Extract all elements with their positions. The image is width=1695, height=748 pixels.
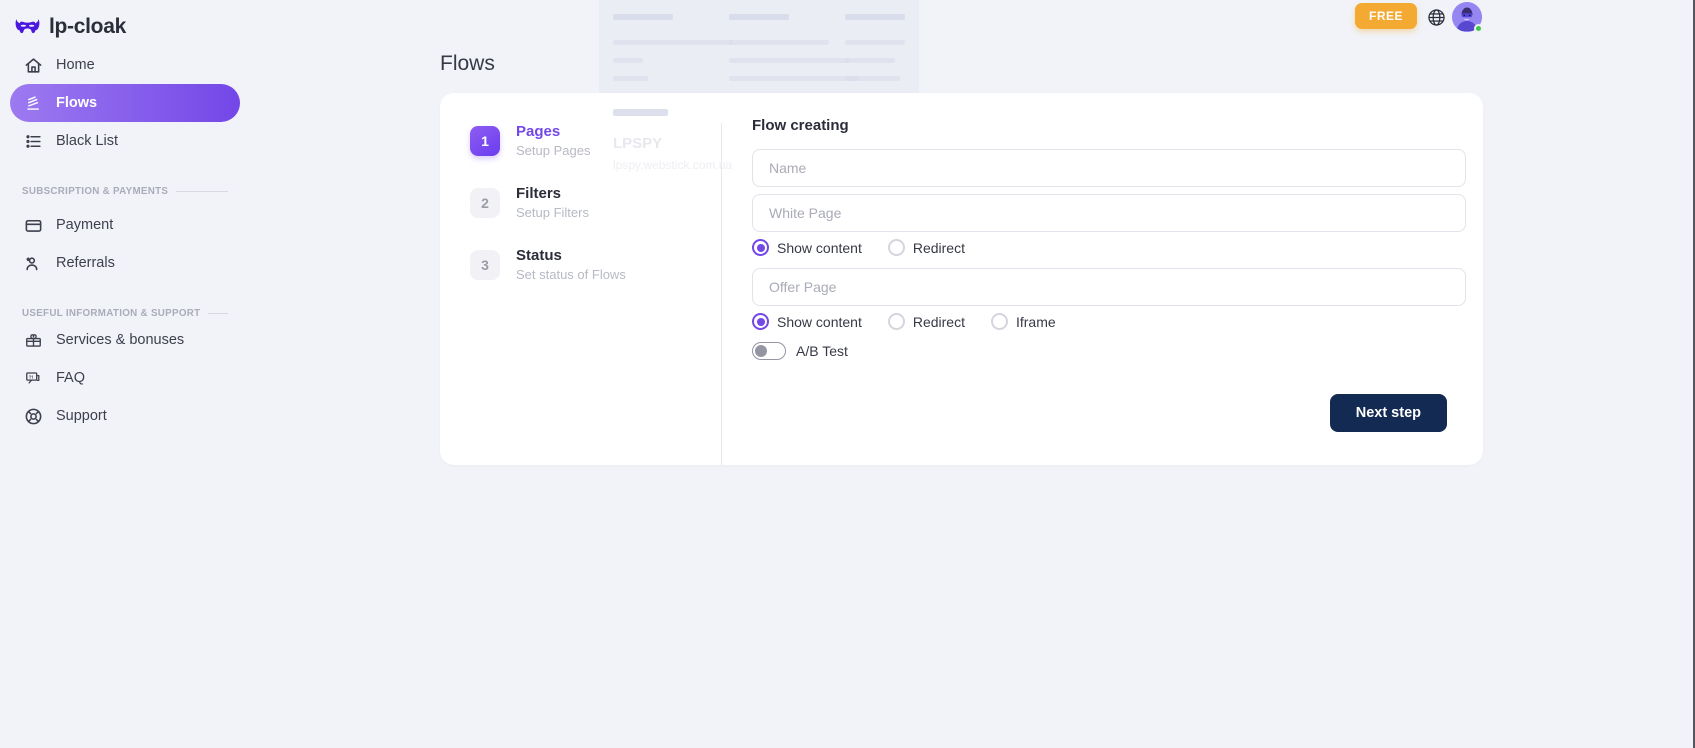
svg-text:?!: ?! <box>29 374 34 380</box>
